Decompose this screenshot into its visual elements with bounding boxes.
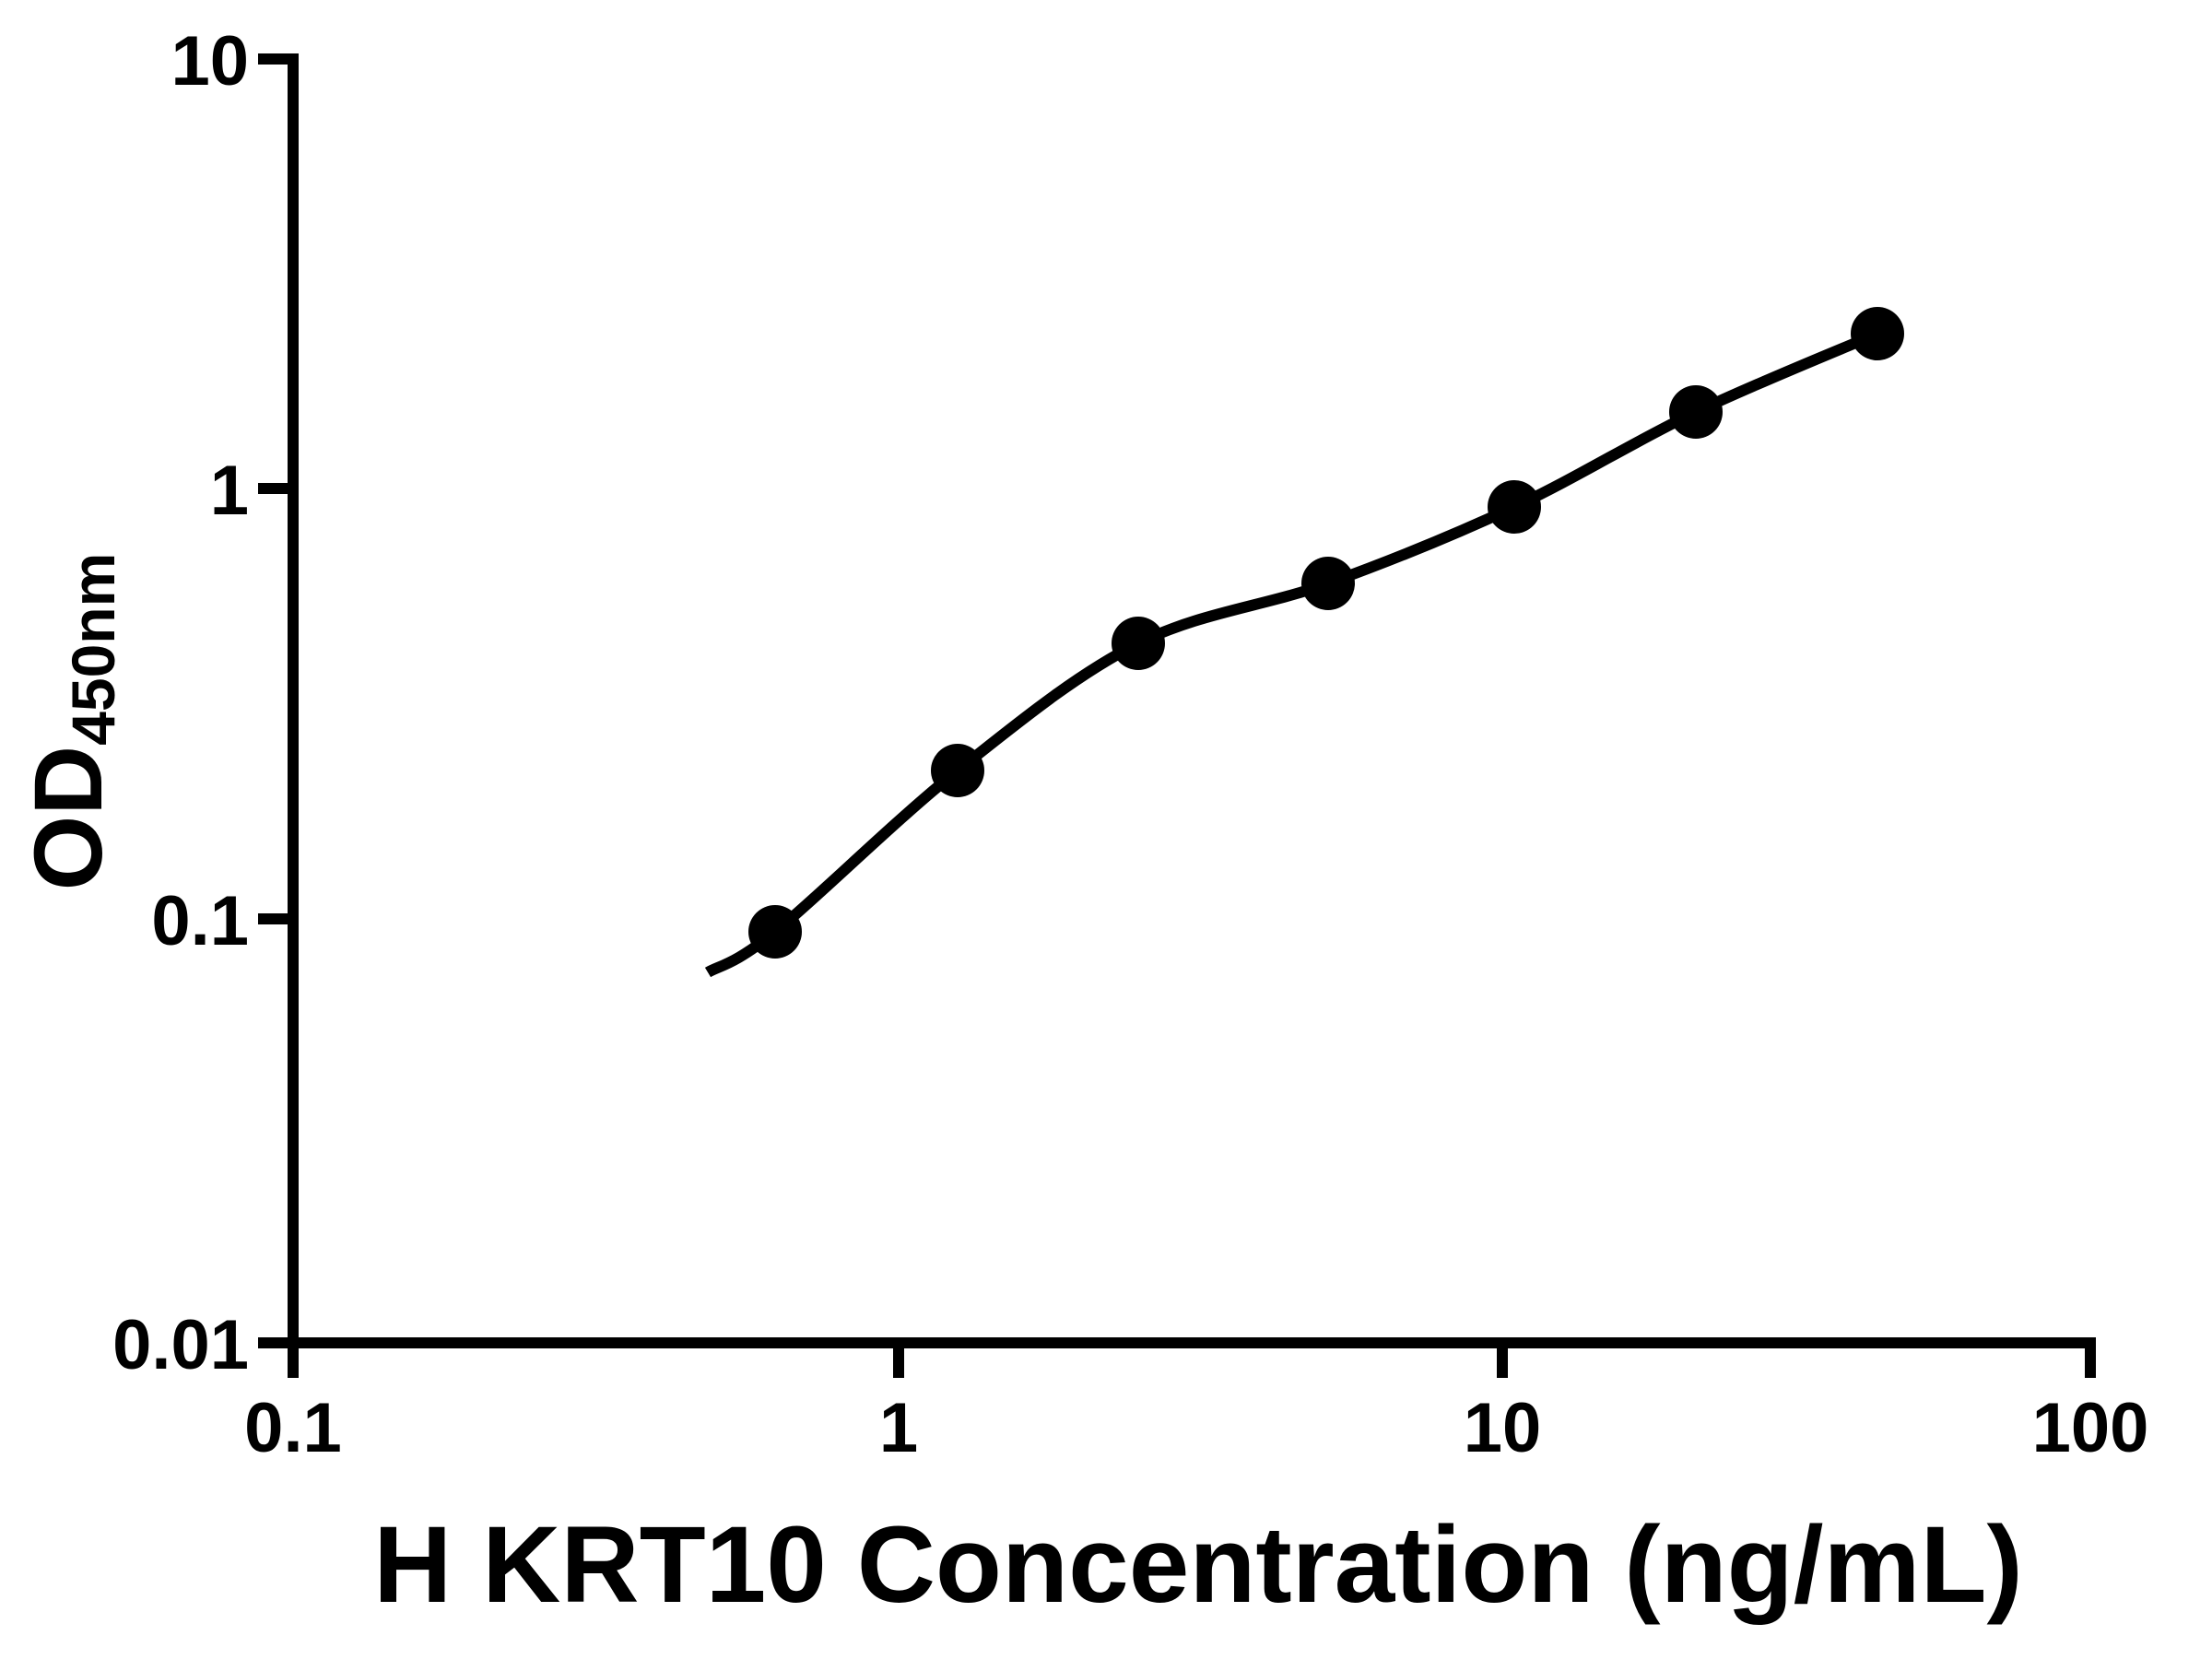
svg-text:100: 100 [2032, 1389, 2149, 1467]
svg-text:1: 1 [210, 452, 249, 530]
svg-text:0.1: 0.1 [244, 1389, 342, 1467]
svg-text:10: 10 [171, 22, 249, 100]
svg-text:H KRT10 Concentration (ng/mL): H KRT10 Concentration (ng/mL) [373, 1504, 2023, 1626]
svg-text:0.1: 0.1 [151, 882, 249, 960]
svg-text:10: 10 [1464, 1389, 1542, 1467]
svg-text:0.01: 0.01 [112, 1306, 249, 1384]
svg-text:1: 1 [879, 1389, 918, 1467]
